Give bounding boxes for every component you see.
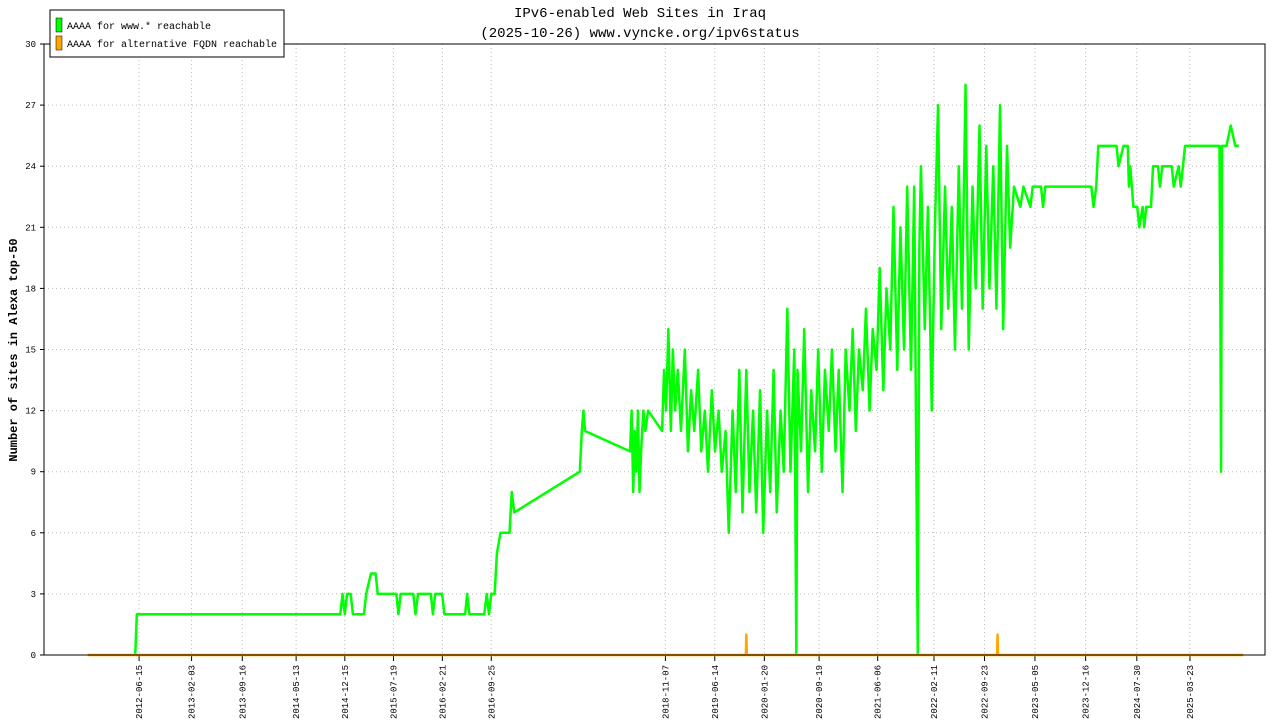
x-tick-label: 2023-05-05 xyxy=(1031,665,1041,719)
y-tick-label: 18 xyxy=(25,284,36,294)
x-tick-label: 2019-06-14 xyxy=(711,665,721,719)
x-tick-label: 2023-12-16 xyxy=(1082,665,1092,719)
y-tick-label: 6 xyxy=(31,529,36,539)
legend-swatch xyxy=(55,17,63,33)
legend-swatch xyxy=(55,35,63,51)
legend-box xyxy=(49,9,285,58)
x-tick-label: 2021-06-06 xyxy=(874,665,884,719)
x-tick-label: 2022-09-23 xyxy=(980,665,990,719)
y-tick-label: 15 xyxy=(25,346,36,356)
x-tick-label: 2022-02-11 xyxy=(930,665,940,719)
x-tick-label: 2016-09-25 xyxy=(487,665,497,719)
x-tick-label: 2012-06-15 xyxy=(135,665,145,719)
x-tick-label: 2015-07-19 xyxy=(389,665,399,719)
x-tick-label: 2014-05-13 xyxy=(292,665,302,719)
x-tick-label: 2018-11-07 xyxy=(661,665,671,719)
x-tick-label: 2020-01-20 xyxy=(760,665,770,719)
y-tick-label: 12 xyxy=(25,407,36,417)
chart-title: IPv6-enabled Web Sites in Iraq xyxy=(514,6,766,22)
series-line xyxy=(134,83,1239,657)
legend: AAAA for www.* reachable AAAA for alterna… xyxy=(49,9,285,58)
x-tick-label: 2016-02-21 xyxy=(438,665,448,719)
x-tick-label: 2014-12-15 xyxy=(341,665,351,719)
legend-label: AAAA for www.* reachable xyxy=(67,21,211,33)
x-tick-label: 2024-07-30 xyxy=(1133,665,1143,719)
y-tick-label: 21 xyxy=(25,223,36,233)
chart-subtitle: (2025-10-26) www.vyncke.org/ipv6status xyxy=(480,26,799,42)
plot-frame xyxy=(43,43,1266,656)
y-axis-label: Number of sites in Alexa top-50 xyxy=(7,238,21,461)
grid: 0 3 6 9 12 15 18 21 24 27 30 2012-06-15 2013-02-03 20… xyxy=(25,40,1265,719)
x-tick-label: 2013-09-16 xyxy=(238,665,248,719)
y-tick-label: 24 xyxy=(25,162,36,172)
y-tick-label: 3 xyxy=(31,590,36,600)
y-tick-label: 0 xyxy=(31,651,36,661)
x-tick-label: 2025-03-23 xyxy=(1186,665,1196,719)
x-tick-label: 2013-02-03 xyxy=(188,665,198,719)
x-tick-label: 2020-09-19 xyxy=(815,665,825,719)
y-tick-label: 27 xyxy=(25,101,36,111)
y-tick-label: 9 xyxy=(31,468,36,478)
y-tick-label: 30 xyxy=(25,40,36,50)
legend-label: AAAA for alternative FQDN reachable xyxy=(67,39,277,51)
